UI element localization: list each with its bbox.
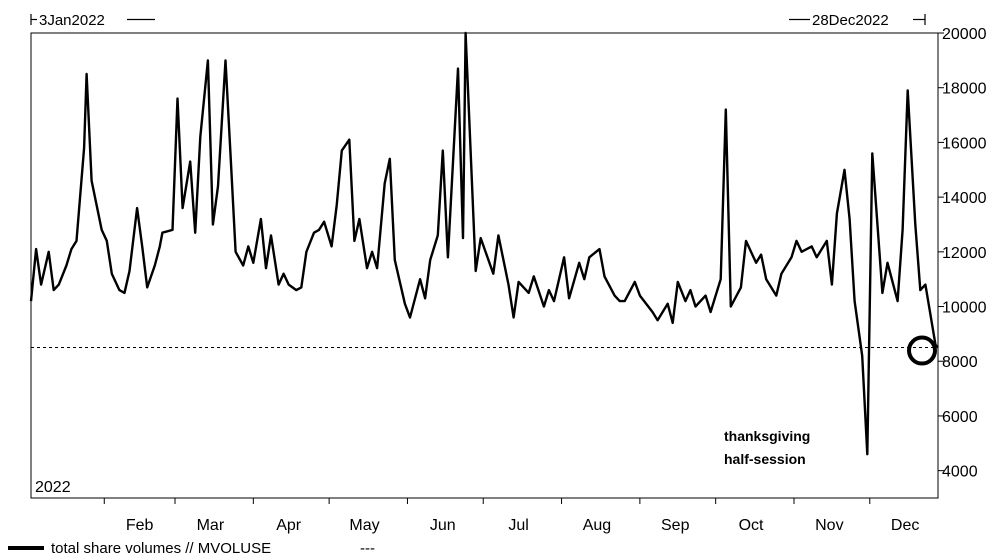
x-tick-label: Feb	[126, 517, 154, 534]
y-tick-label: 4000	[942, 464, 978, 481]
x-tick-label: Nov	[815, 517, 843, 534]
y-tick-label: 20000	[942, 26, 987, 43]
date-range-end: 28Dec2022	[789, 12, 926, 29]
annotation-line-1: thanksgiving	[724, 428, 810, 444]
y-tick-label: 16000	[942, 135, 987, 152]
x-tick-label: Jun	[430, 517, 456, 534]
date-range-start-label: 3Jan2022	[39, 12, 105, 29]
x-tick-label: Apr	[276, 517, 302, 534]
date-range-end-label: 28Dec2022	[812, 12, 889, 29]
year-label: 2022	[35, 479, 71, 496]
x-tick-label: Sep	[661, 517, 690, 534]
y-tick-label: 14000	[942, 190, 987, 207]
x-axis: Feb Mar Apr May Jun Jul Aug Sep Oct Nov Dec	[103, 498, 919, 534]
x-tick-label: May	[349, 517, 379, 534]
legend-dashed-marker: ---	[360, 540, 375, 555]
y-tick-label: 6000	[942, 409, 978, 426]
x-tick-label: Dec	[891, 517, 919, 534]
x-tick-label: Oct	[739, 517, 764, 534]
y-tick-label: 18000	[942, 81, 987, 98]
legend-series-label: total share volumes // MVOLUSE	[51, 540, 271, 555]
y-tick-label: 8000	[942, 354, 978, 371]
y-tick-label: 10000	[942, 300, 987, 317]
y-tick-label: 12000	[942, 245, 987, 262]
y-axis: 4000 6000 8000 10000 12000 14000 16000 18000 200…	[938, 26, 987, 481]
annotation-line-2: half-session	[724, 451, 806, 467]
x-tick-label: Mar	[197, 517, 225, 534]
x-tick-label: Aug	[583, 517, 611, 534]
legend: total share volumes // MVOLUSE ---	[8, 540, 375, 555]
date-range-start: 3Jan2022	[30, 12, 155, 29]
series-line-total-share-volumes	[29, 31, 939, 456]
x-tick-label: Jul	[508, 517, 528, 534]
highlight-circle-marker	[907, 335, 937, 366]
